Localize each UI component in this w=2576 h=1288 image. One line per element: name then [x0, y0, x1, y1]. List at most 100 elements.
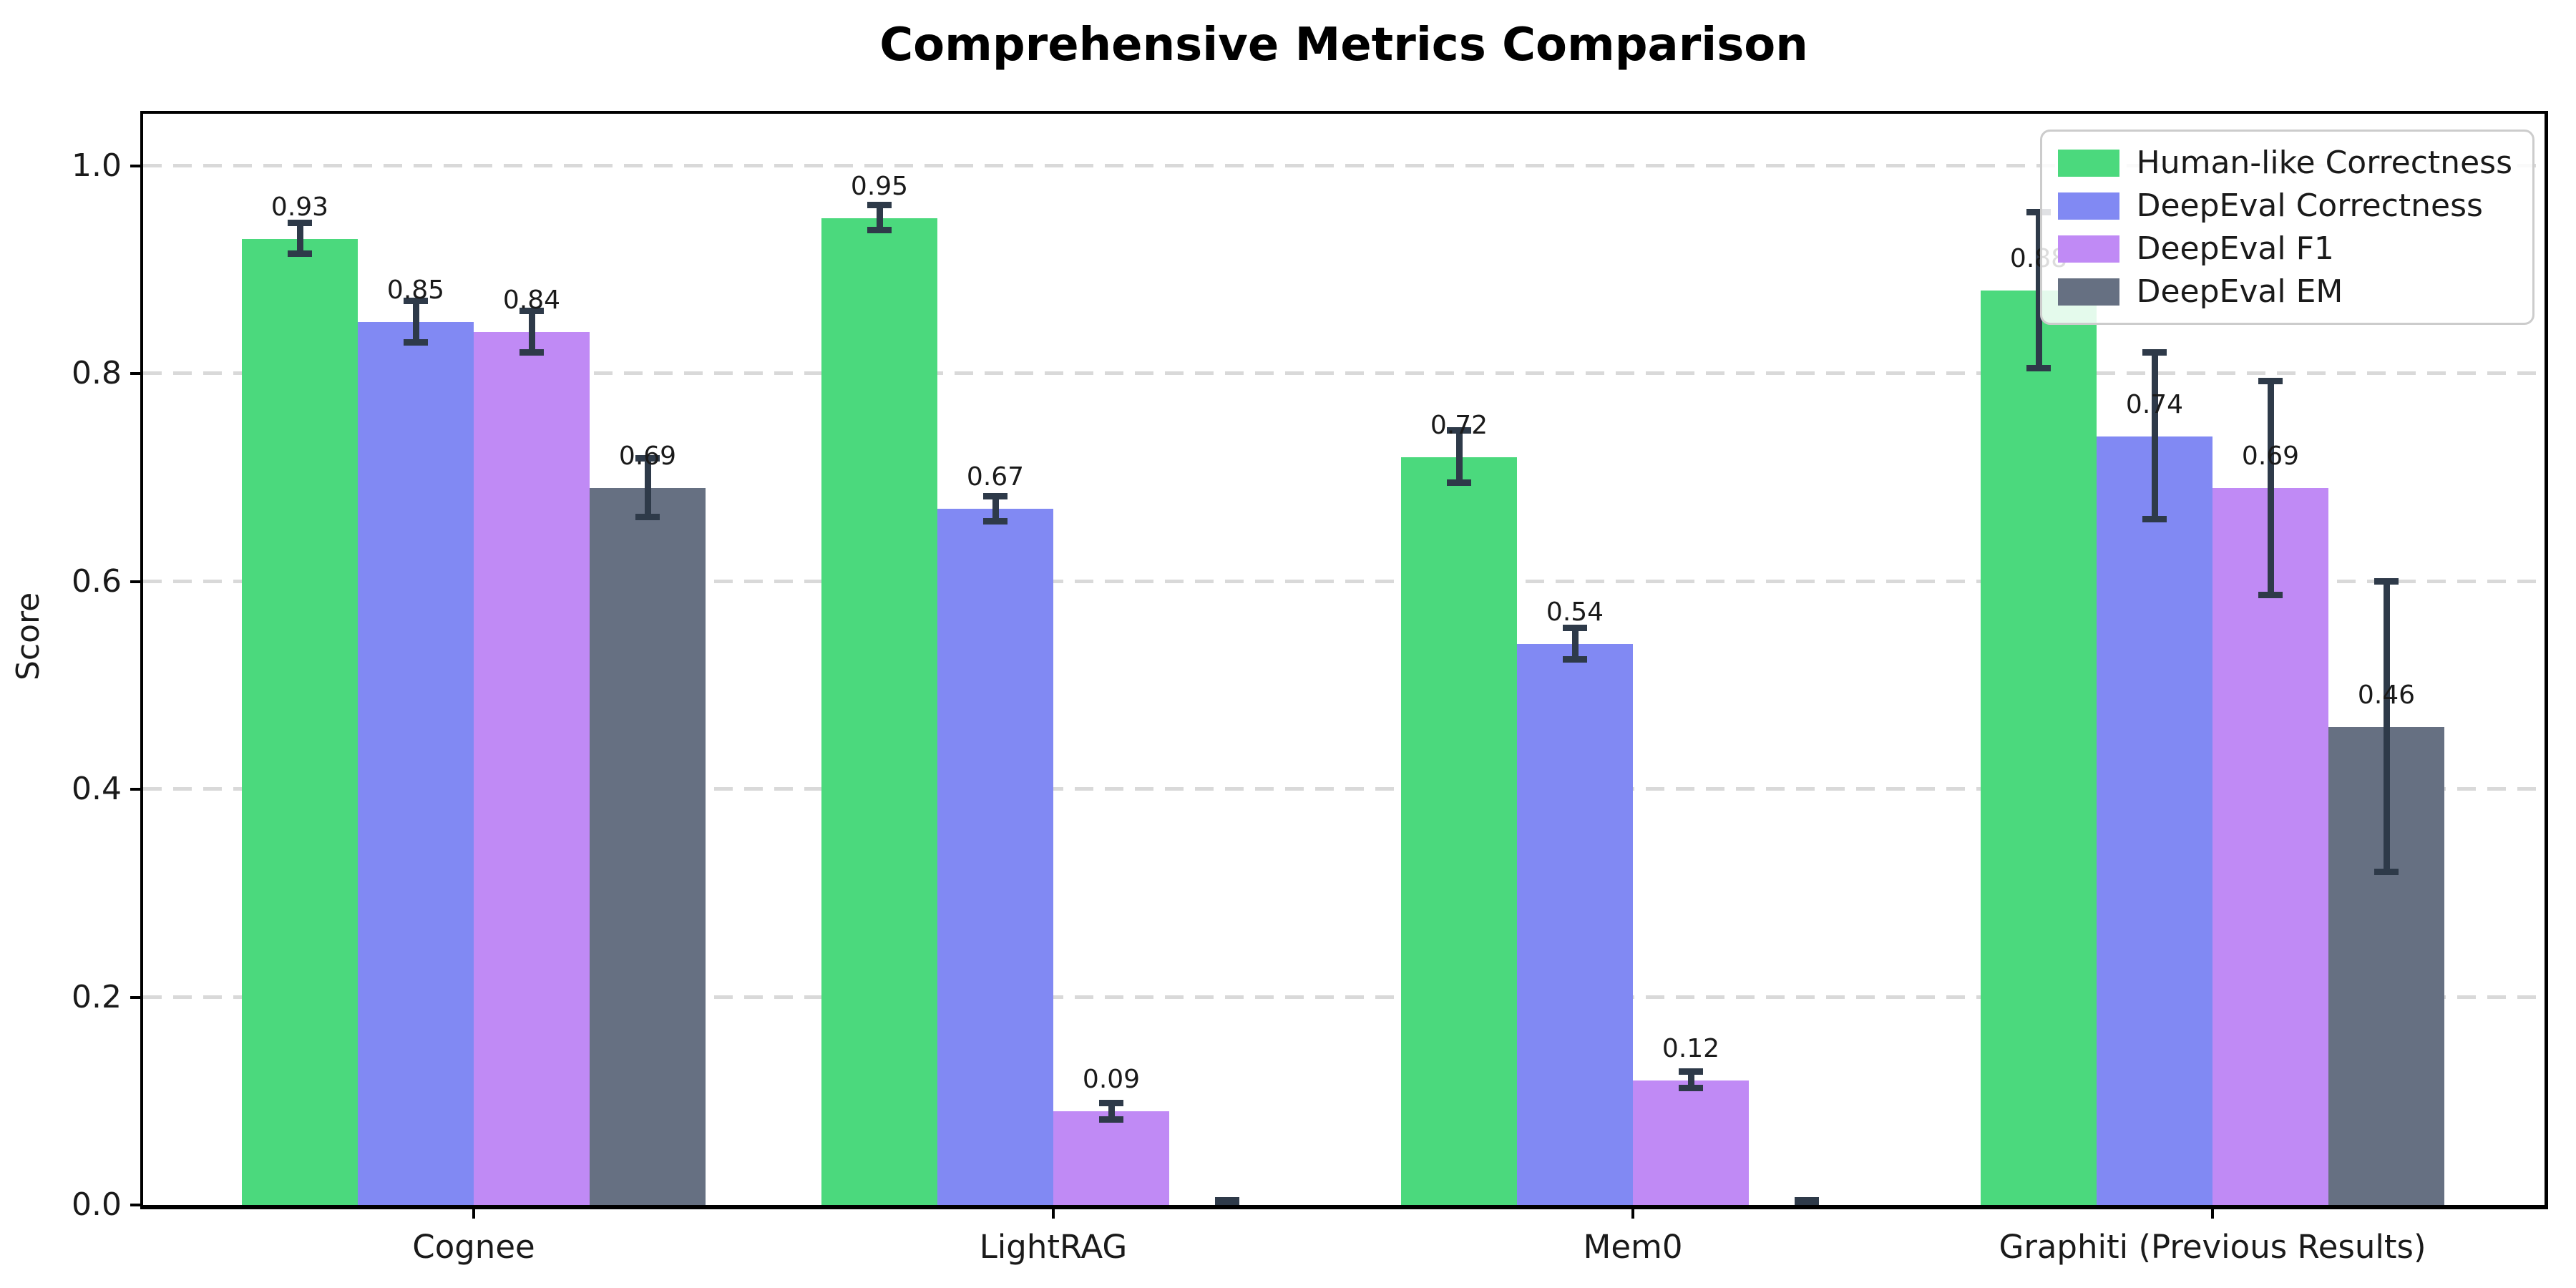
error-bar-cap-top: [1795, 1197, 1819, 1204]
error-bar-line: [2035, 213, 2042, 369]
error-bar-line: [992, 496, 999, 522]
error-bar-cap-bottom: [1215, 1201, 1239, 1208]
y-tick-label: 0.4: [72, 771, 122, 808]
gridline: [143, 579, 2545, 583]
error-bar-line: [2151, 353, 2158, 519]
bar-value-label: 0.69: [618, 441, 677, 472]
bar: [242, 238, 358, 1205]
bar-value-label: 0.84: [502, 286, 561, 316]
legend-label: DeepEval F1: [2136, 230, 2334, 267]
error-bar-cap-bottom: [2258, 591, 2283, 598]
y-tick-label: 0.0: [72, 1186, 122, 1223]
bar: [474, 332, 590, 1205]
error-bar-cap-top: [1447, 427, 1471, 434]
error-bar-cap-top: [635, 455, 660, 462]
bar-value-label: 0.09: [1082, 1065, 1141, 1095]
error-bar-cap-bottom: [1447, 479, 1471, 486]
error-bar-cap-bottom: [1795, 1201, 1819, 1208]
error-bar-line: [1108, 1103, 1115, 1120]
bar: [821, 218, 937, 1205]
bar-value-label: 0.95: [850, 171, 909, 201]
plot-area: 0.93 0.85 0.84 0.69 0.95 0.67 0.09 0.72 0.54 0.12…: [140, 111, 2548, 1209]
legend-swatch: [2057, 278, 2119, 306]
error-bar-cap-bottom: [2026, 365, 2051, 372]
right-spine: [2545, 111, 2548, 1205]
bar-value-label: 0.72: [1430, 410, 1488, 440]
x-tick-label: LightRAG: [979, 1228, 1128, 1266]
error-bar-line: [1455, 431, 1463, 483]
legend-item: Human-like Correctness: [2057, 145, 2512, 181]
bar: [2212, 488, 2328, 1205]
error-bar-cap-bottom: [288, 250, 312, 258]
error-bar-cap-top: [983, 492, 1008, 499]
error-bar-line: [1571, 628, 1579, 660]
error-bar-cap-bottom: [1563, 655, 1587, 663]
error-bar-cap-top: [519, 308, 544, 315]
bar: [2097, 436, 2212, 1205]
bar-value-label: 0.69: [2241, 441, 2300, 472]
bar-value-label: 0.12: [1662, 1033, 1720, 1063]
error-bar-cap-bottom: [519, 349, 544, 356]
error-bar-line: [644, 459, 651, 517]
legend-label: Human-like Correctness: [2136, 145, 2512, 181]
error-bar-line: [876, 205, 883, 231]
error-bar-line: [2383, 581, 2390, 873]
bar: [937, 509, 1053, 1205]
error-bar-cap-bottom: [867, 227, 892, 234]
top-spine: [143, 111, 2545, 114]
x-tick: [472, 1207, 475, 1219]
bar: [1517, 643, 1633, 1205]
error-bar-cap-bottom: [1099, 1116, 1123, 1123]
legend-label: DeepEval EM: [2136, 273, 2343, 310]
y-tick: [130, 995, 142, 999]
legend-label: DeepEval Correctness: [2136, 187, 2483, 224]
chart-title: Comprehensive Metrics Comparison: [879, 19, 1808, 72]
legend-item: DeepEval EM: [2057, 273, 2512, 310]
error-bar-line: [2267, 381, 2274, 595]
y-tick: [130, 1204, 142, 1206]
gridline: [143, 787, 2545, 791]
y-axis-label: Score: [10, 592, 47, 680]
error-bar-cap-bottom: [1679, 1085, 1703, 1092]
gridline: [143, 371, 2545, 376]
error-bar-cap-top: [404, 297, 428, 304]
legend-item: DeepEval F1: [2057, 230, 2512, 267]
bar-value-label: 0.85: [386, 275, 445, 305]
bar: [1053, 1111, 1169, 1205]
legend-swatch: [2057, 149, 2119, 177]
y-tick-label: 1.0: [72, 147, 122, 184]
legend-item: DeepEval Correctness: [2057, 187, 2512, 224]
x-tick-label: Cognee: [412, 1228, 535, 1266]
bar-value-label: 0.46: [2357, 680, 2416, 711]
bar: [1981, 291, 2097, 1205]
error-bar-cap-bottom: [983, 517, 1008, 525]
error-bar-line: [528, 311, 535, 353]
bar-value-label: 0.74: [2125, 389, 2184, 419]
error-bar-cap-top: [2374, 577, 2399, 585]
legend: Human-like Correctness DeepEval Correctne…: [2039, 130, 2534, 325]
x-tick-label: Mem0: [1583, 1228, 1683, 1266]
x-tick: [1631, 1207, 1634, 1219]
bar-value-label: 0.67: [966, 462, 1025, 492]
error-bar-cap-top: [1099, 1099, 1123, 1106]
bar: [1633, 1080, 1749, 1205]
x-axis-line: [140, 1205, 2548, 1209]
x-tick-label: Graphiti (Previous Results): [1999, 1228, 2426, 1266]
y-tick: [130, 580, 142, 583]
bar: [1401, 457, 1517, 1205]
legend-swatch: [2057, 235, 2119, 263]
gridline: [143, 995, 2545, 999]
error-bar-cap-bottom: [635, 513, 660, 520]
error-bar-cap-top: [1679, 1068, 1703, 1075]
y-tick-label: 0.8: [72, 355, 122, 392]
bar: [358, 321, 474, 1205]
x-tick: [2211, 1207, 2214, 1219]
bar-value-label: 0.93: [270, 192, 329, 222]
error-bar-cap-bottom: [2142, 515, 2167, 522]
y-tick-label: 0.6: [72, 562, 122, 600]
error-bar-line: [1687, 1072, 1694, 1089]
y-tick: [130, 788, 142, 791]
legend-swatch: [2057, 192, 2119, 220]
x-tick: [1052, 1207, 1055, 1219]
